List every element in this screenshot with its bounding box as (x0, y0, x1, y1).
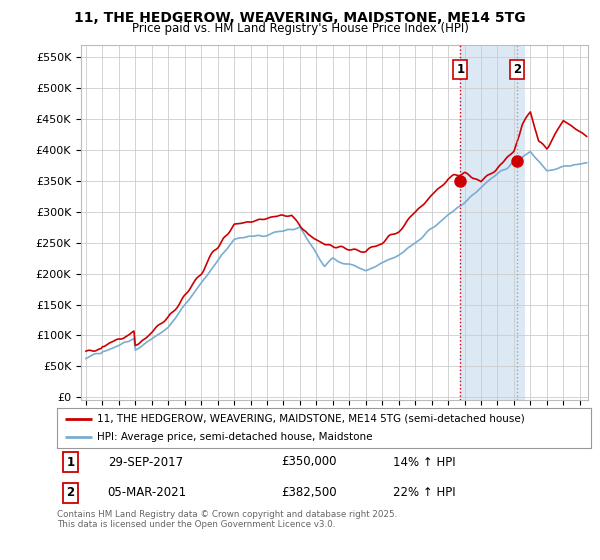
Text: 05-MAR-2021: 05-MAR-2021 (108, 486, 187, 500)
Text: Price paid vs. HM Land Registry's House Price Index (HPI): Price paid vs. HM Land Registry's House … (131, 22, 469, 35)
Text: 29-SEP-2017: 29-SEP-2017 (108, 455, 183, 469)
Text: £350,000: £350,000 (281, 455, 337, 469)
Text: 2: 2 (512, 63, 521, 76)
Text: 22% ↑ HPI: 22% ↑ HPI (394, 486, 456, 500)
Text: 1: 1 (457, 63, 464, 76)
Text: 1: 1 (66, 455, 74, 469)
Text: Contains HM Land Registry data © Crown copyright and database right 2025.
This d: Contains HM Land Registry data © Crown c… (57, 510, 397, 529)
Bar (460, 45, 525, 400)
Text: 11, THE HEDGEROW, WEAVERING, MAIDSTONE, ME14 5TG: 11, THE HEDGEROW, WEAVERING, MAIDSTONE, … (74, 11, 526, 25)
Text: £382,500: £382,500 (281, 486, 337, 500)
Text: HPI: Average price, semi-detached house, Maidstone: HPI: Average price, semi-detached house,… (97, 432, 373, 442)
Text: 14% ↑ HPI: 14% ↑ HPI (394, 455, 456, 469)
Text: 11, THE HEDGEROW, WEAVERING, MAIDSTONE, ME14 5TG (semi-detached house): 11, THE HEDGEROW, WEAVERING, MAIDSTONE, … (97, 414, 525, 423)
Text: 2: 2 (66, 486, 74, 500)
